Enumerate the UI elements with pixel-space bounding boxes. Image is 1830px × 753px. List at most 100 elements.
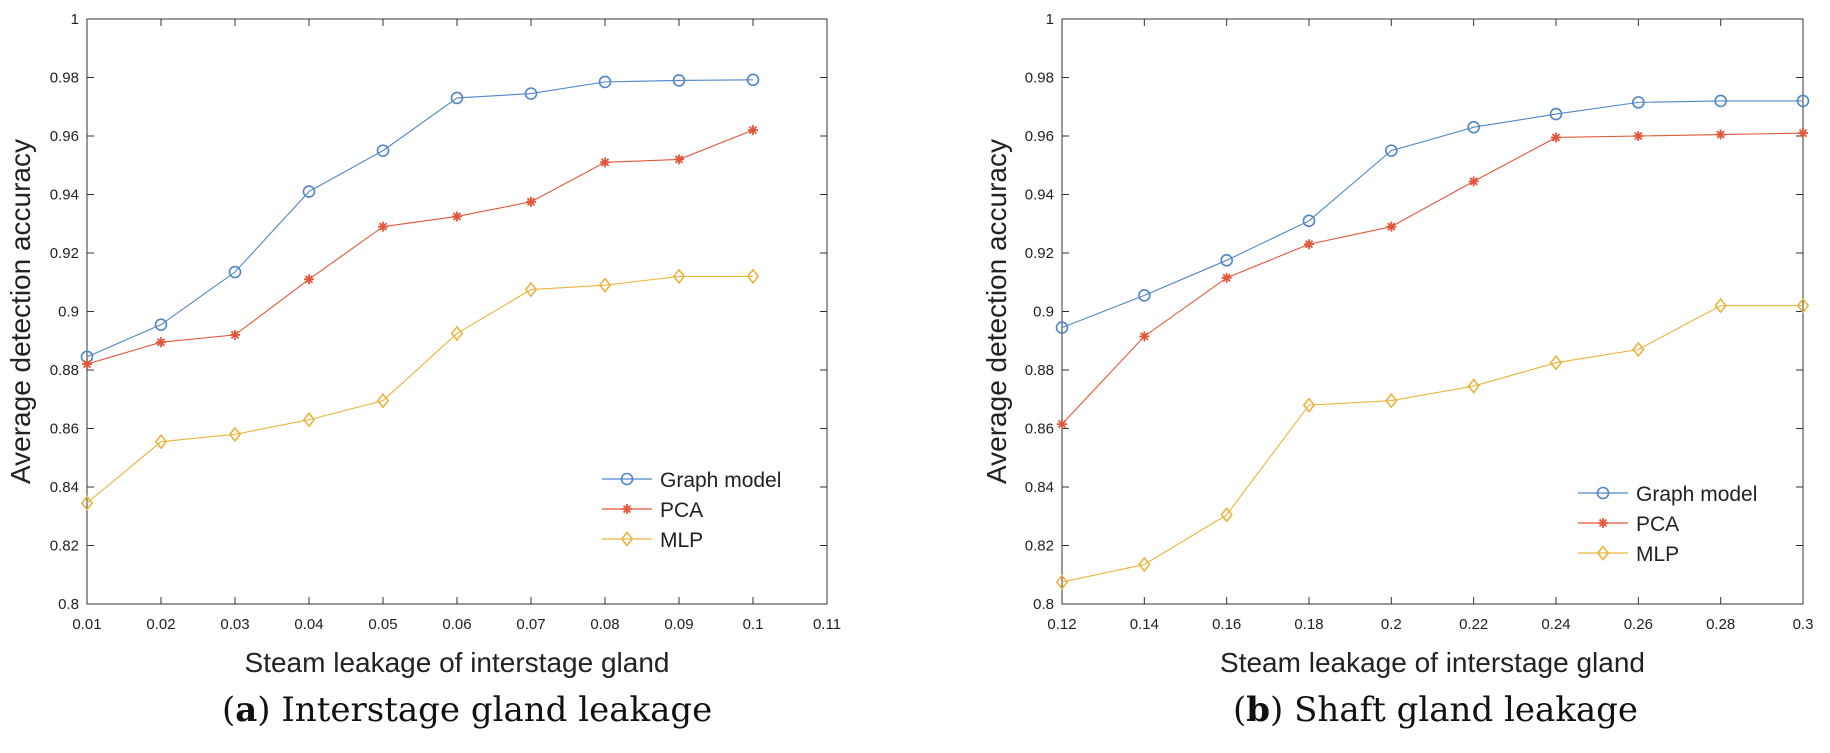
chart-a-legend-label: PCA xyxy=(660,499,703,522)
chart-a-xtick-label: 0.05 xyxy=(368,616,397,633)
chart-b-legend-marker xyxy=(1596,486,1610,500)
caption-a-text: Interstage gland leakage xyxy=(281,690,713,730)
chart-a-data-point xyxy=(228,426,242,443)
chart-a-legend: Graph model PCA MLP xyxy=(602,469,781,552)
chart-b-data-point xyxy=(1057,419,1067,430)
chart-a-ytick-label: 0.82 xyxy=(50,538,79,555)
chart-b-data-point xyxy=(1138,289,1151,302)
chart-b-data-point xyxy=(1138,556,1151,573)
chart-b-data-point xyxy=(1220,507,1233,523)
chart-b-ytick-label: 0.92 xyxy=(1025,245,1054,262)
chart-a-data-point xyxy=(302,411,316,428)
chart-a-data-point xyxy=(674,154,684,165)
chart-b-ytick-label: 0.96 xyxy=(1025,128,1054,145)
chart-a-xlabel: Steam leakage of interstage gland xyxy=(245,647,670,678)
chart-a-data-point xyxy=(376,392,390,409)
chart-a-data-point xyxy=(302,185,316,198)
chart-b-data-point xyxy=(1549,354,1563,371)
chart-b-data-point xyxy=(1796,94,1810,108)
chart-b-data-point xyxy=(1055,574,1069,590)
chart-b-data-point xyxy=(1468,176,1479,187)
chart-b-series-line xyxy=(1061,132,1804,425)
chart-a-series-line xyxy=(86,79,754,358)
chart-b-data-point xyxy=(1304,239,1314,250)
chart-a-ytick-label: 0.94 xyxy=(50,187,79,204)
chart-a-data-point xyxy=(82,359,92,370)
chart-a-data-point xyxy=(230,329,240,340)
chart-a-ytick-label: 0.88 xyxy=(50,362,79,379)
chart-b-xtick-label: 0.18 xyxy=(1294,616,1323,633)
chart-b-xtick-label: 0.28 xyxy=(1706,616,1735,633)
chart-b-data-point xyxy=(1139,331,1150,342)
chart-a-data-point xyxy=(450,91,464,105)
chart-a-series-line xyxy=(86,275,753,504)
chart-b-data-point xyxy=(1467,120,1480,134)
chart-b-xtick-label: 0.2 xyxy=(1381,616,1402,633)
chart-a-ytick-label: 0.96 xyxy=(50,128,79,145)
chart-a-legend-label: MLP xyxy=(660,529,703,552)
chart-a-xtick-label: 0.02 xyxy=(146,616,175,633)
chart-a-xtick-label: 0.01 xyxy=(72,616,101,633)
chart-b-xtick-label: 0.14 xyxy=(1130,616,1159,633)
chart-b-data-point xyxy=(1221,272,1232,283)
chart-b-xtick-label: 0.3 xyxy=(1793,616,1814,633)
chart-a-ytick-label: 0.84 xyxy=(50,479,79,496)
chart-a-plot-area xyxy=(86,18,828,605)
chart-a-data-point xyxy=(524,281,538,298)
chart-a-data-point xyxy=(154,433,168,450)
chart-a-xtick-label: 0.07 xyxy=(516,616,545,633)
chart-a-data-point xyxy=(746,73,760,87)
chart-a-data-point xyxy=(450,325,464,342)
caption-a: (a) Interstage gland leakage xyxy=(222,690,713,730)
chart-a-legend-marker xyxy=(620,472,634,486)
chart-b-data-point xyxy=(1385,392,1398,409)
chart-b-legend-marker xyxy=(1598,518,1608,528)
chart-a-data-point xyxy=(452,211,462,222)
chart-a-data-point xyxy=(376,144,390,157)
chart-b-series-line xyxy=(1061,305,1803,583)
chart-b-series-0 xyxy=(1055,94,1810,334)
chart-a-data-point xyxy=(80,495,94,511)
chart-a-data-point xyxy=(156,337,166,348)
chart-b-series-line xyxy=(1061,100,1803,329)
chart-b-data-point xyxy=(1220,254,1233,267)
chart-a: 0.01 0.02 0.03 0.04 0.05 0.06 0.07 0.08 0.09 0.1 0… xyxy=(5,11,841,678)
chart-a-data-point xyxy=(746,268,760,285)
chart-a-data-point xyxy=(526,196,536,207)
chart-a-series-2 xyxy=(80,268,760,511)
chart-b-data-point xyxy=(1467,378,1480,394)
chart-b-series-2 xyxy=(1055,297,1810,590)
chart-b-data-point xyxy=(1302,397,1316,413)
chart-a-data-point xyxy=(672,268,686,285)
chart-a-data-point xyxy=(748,125,758,136)
chart-a-data-point xyxy=(672,74,686,87)
chart-b: 0.12 0.14 0.16 0.18 0.2 0.22 0.24 0.26 0.28 0.3 0.… xyxy=(981,11,1813,678)
chart-a-data-point xyxy=(600,157,610,168)
caption-b-label: b xyxy=(1246,690,1271,730)
chart-a-ytick-label: 0.98 xyxy=(50,70,79,87)
chart-b-xtick-label: 0.24 xyxy=(1541,616,1570,633)
chart-b-data-point xyxy=(1385,144,1398,157)
chart-b-data-point xyxy=(1714,297,1727,314)
chart-b-xlabel: Steam leakage of interstage gland xyxy=(1220,647,1645,678)
chart-b-data-point xyxy=(1549,107,1563,121)
chart-a-legend-label: Graph model xyxy=(660,469,781,492)
chart-a-xtick-label: 0.11 xyxy=(813,616,841,633)
chart-a-series-1 xyxy=(82,125,758,370)
chart-a-data-point xyxy=(304,274,314,285)
chart-a-xtick-label: 0.1 xyxy=(743,616,764,633)
chart-b-data-point xyxy=(1798,128,1808,139)
chart-b-plot-area xyxy=(1061,18,1804,605)
chart-a-data-point xyxy=(598,75,612,89)
chart-a-series-line xyxy=(86,129,754,365)
chart-b-legend: Graph model PCA MLP xyxy=(1578,483,1757,566)
chart-a-ylabel: Average detection accuracy xyxy=(5,139,36,484)
chart-a-xtick-label: 0.06 xyxy=(442,616,471,633)
chart-b-data-point xyxy=(1715,129,1726,140)
chart-b-data-point xyxy=(1551,132,1561,143)
chart-b-data-point xyxy=(1055,321,1069,334)
chart-b-ytick-label: 0.8 xyxy=(1033,596,1054,613)
chart-a-data-point xyxy=(378,221,388,232)
chart-a-data-point xyxy=(524,87,538,100)
chart-b-xtick-label: 0.16 xyxy=(1212,616,1241,633)
